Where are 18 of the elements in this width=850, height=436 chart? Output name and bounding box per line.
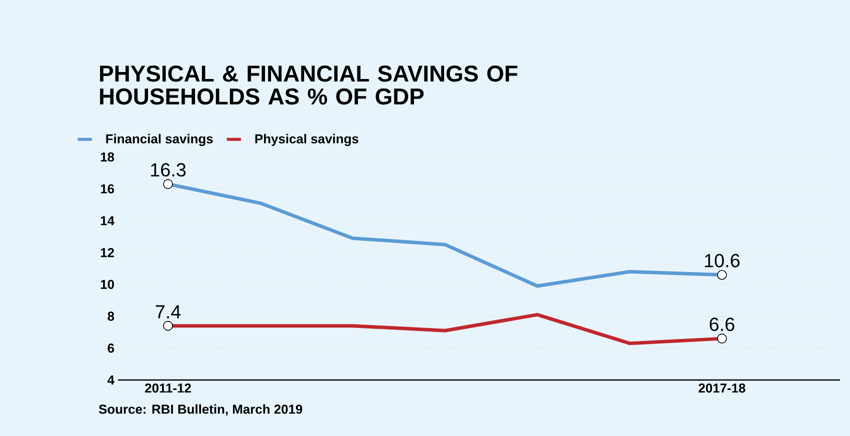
data-label: 6.6 <box>710 318 734 332</box>
y-tick-label: 4 <box>107 376 114 384</box>
x-tick-label: 2011-12 <box>145 384 191 393</box>
data-label: 7.4 <box>156 305 181 318</box>
y-tick-label: 18 <box>100 152 114 162</box>
y-tick-label: 14 <box>100 216 114 226</box>
data-label: 10.6 <box>704 254 740 268</box>
y-tick-label: 10 <box>100 280 114 289</box>
y-tick-label: 16 <box>100 184 114 194</box>
data-label: 16.3 <box>151 163 186 177</box>
y-tick-label: 6 <box>108 344 114 353</box>
source-note: Source: RBI Bulletin, March 2019 <box>98 404 302 416</box>
y-tick-label: 12 <box>100 248 114 258</box>
legend-label: Financial savings <box>106 134 213 146</box>
y-tick-label: 8 <box>108 312 114 321</box>
chart-title: PHYSICAL & FINANCIAL SAVINGS OF HOUSEHOLDS AS % OF GDP <box>100 66 518 105</box>
legend-label: Physical savings <box>255 134 358 146</box>
x-tick-label: 2017-18 <box>698 384 746 393</box>
